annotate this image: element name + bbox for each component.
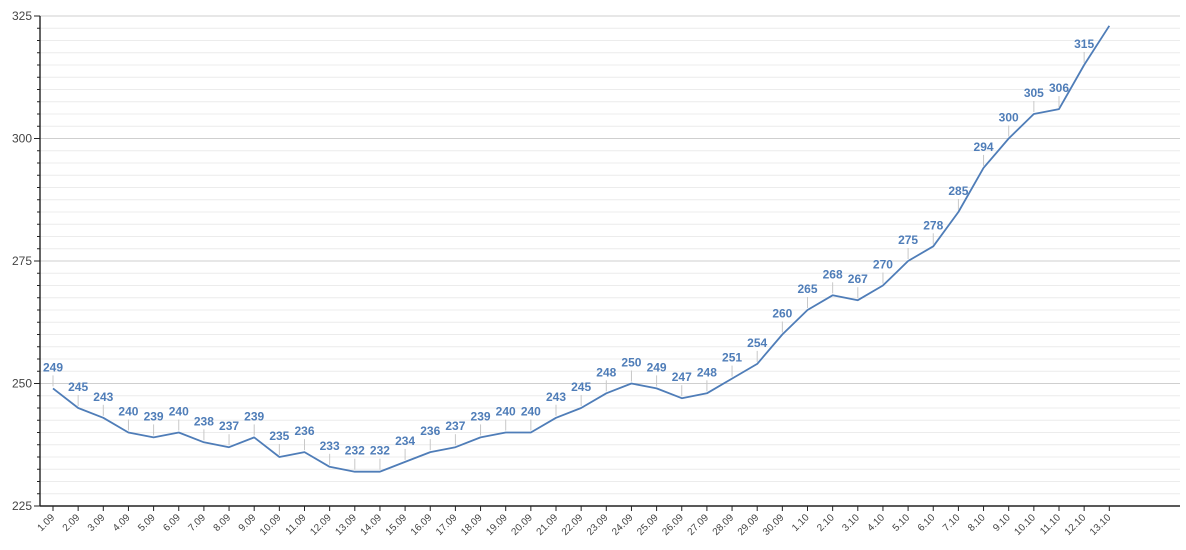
x-tick-label: 1.10 — [790, 512, 812, 534]
data-label: 294 — [974, 140, 994, 154]
y-tick-label: 275 — [12, 254, 32, 268]
x-tick-label: 9.10 — [991, 512, 1013, 534]
x-tick-label: 4.09 — [111, 512, 133, 534]
data-label: 232 — [370, 444, 390, 458]
data-label: 237 — [219, 419, 239, 433]
x-tick-label: 3.10 — [840, 512, 862, 534]
data-label: 243 — [546, 390, 566, 404]
x-tick-label: 2.10 — [815, 512, 837, 534]
x-tick-label: 12.10 — [1063, 512, 1089, 538]
x-tick-label: 15.09 — [384, 512, 410, 538]
data-label: 268 — [823, 267, 843, 281]
data-label: 238 — [194, 414, 214, 428]
x-tick-label: 20.09 — [509, 512, 535, 538]
data-label: 232 — [345, 444, 365, 458]
data-label: 236 — [294, 424, 314, 438]
data-label: 236 — [420, 424, 440, 438]
x-tick-label: 21.09 — [535, 512, 561, 538]
grid — [40, 15, 1180, 507]
x-tick-label: 1.09 — [36, 512, 58, 534]
data-label: 267 — [848, 272, 868, 286]
data-label: 300 — [999, 111, 1019, 125]
data-label: 265 — [797, 282, 817, 296]
data-label: 305 — [1024, 86, 1044, 100]
x-tick-label: 7.10 — [941, 512, 963, 534]
x-tick-label: 18.09 — [459, 512, 485, 538]
x-tick-label: 3.09 — [86, 512, 108, 534]
x-tick-label: 7.09 — [186, 512, 208, 534]
data-label: 270 — [873, 258, 893, 272]
data-label: 245 — [571, 380, 591, 394]
x-tick-label: 12.09 — [308, 512, 334, 538]
x-tick-label: 13.10 — [1088, 512, 1114, 538]
x-tick-label: 6.10 — [916, 512, 938, 534]
y-tick-label: 250 — [12, 377, 32, 391]
y-tick-label: 225 — [12, 499, 32, 513]
data-label: 248 — [596, 365, 616, 379]
data-label: 285 — [948, 184, 968, 198]
x-tick-label: 11.09 — [284, 512, 309, 537]
x-tick-label: 5.10 — [891, 512, 913, 534]
x-tick-label: 2.09 — [61, 512, 83, 534]
x-tick-label: 17.09 — [434, 512, 460, 538]
x-tick-label: 23.09 — [585, 512, 611, 538]
data-label: 251 — [722, 351, 742, 365]
x-tick-label: 25.09 — [635, 512, 661, 538]
x-tick-label: 27.09 — [686, 512, 712, 538]
data-label: 237 — [445, 419, 465, 433]
x-tick-label: 11.10 — [1038, 512, 1063, 537]
x-tick-label: 10.10 — [1012, 512, 1038, 538]
data-label: 240 — [521, 405, 541, 419]
series — [52, 25, 1111, 473]
data-labels: 249 245 243 240 239 240 238 237 239 235 236 233 232 2… — [43, 37, 1094, 470]
x-tick-label: 8.09 — [212, 512, 234, 534]
data-label: 275 — [898, 233, 918, 247]
x-tick-label: 13.09 — [333, 512, 359, 538]
x-tick-label: 30.09 — [761, 512, 787, 538]
y-tick-label: 325 — [12, 9, 32, 23]
data-label: 239 — [471, 409, 491, 423]
x-tick-label: 5.09 — [136, 512, 158, 534]
x-tick-label: 6.09 — [161, 512, 183, 534]
x-tick-label: 24.09 — [610, 512, 636, 538]
x-tick-label: 29.09 — [736, 512, 762, 538]
x-tick-label: 22.09 — [560, 512, 586, 538]
data-label: 240 — [118, 405, 138, 419]
data-label: 306 — [1049, 81, 1069, 95]
x-tick-label: 26.09 — [660, 512, 686, 538]
data-label: 240 — [169, 405, 189, 419]
x-tick-label: 8.10 — [966, 512, 988, 534]
data-label: 247 — [672, 370, 692, 384]
y-tick-label: 300 — [12, 132, 32, 146]
data-label: 249 — [43, 360, 63, 374]
series-line — [52, 25, 1111, 473]
x-tick-label: 4.10 — [866, 512, 888, 534]
x-tick-label: 16.09 — [409, 512, 435, 538]
x-tick-label: 28.09 — [711, 512, 737, 538]
data-label: 250 — [621, 356, 641, 370]
x-tick-label: 19.09 — [484, 512, 510, 538]
x-tick-label: 9.09 — [237, 512, 259, 534]
data-label: 254 — [747, 336, 767, 350]
data-label: 278 — [923, 218, 943, 232]
data-label: 243 — [93, 390, 113, 404]
data-label: 239 — [244, 409, 264, 423]
data-label: 234 — [395, 434, 415, 448]
data-label: 260 — [772, 307, 792, 321]
data-label: 235 — [269, 429, 289, 443]
x-tick-label: 10.09 — [258, 512, 284, 538]
data-label: 249 — [647, 360, 667, 374]
data-label: 233 — [320, 439, 340, 453]
x-tick-label: 14.09 — [359, 512, 385, 538]
data-label: 239 — [144, 409, 164, 423]
data-label: 240 — [496, 405, 516, 419]
data-label: 248 — [697, 365, 717, 379]
data-label: 245 — [68, 380, 88, 394]
data-label: 315 — [1074, 37, 1094, 51]
